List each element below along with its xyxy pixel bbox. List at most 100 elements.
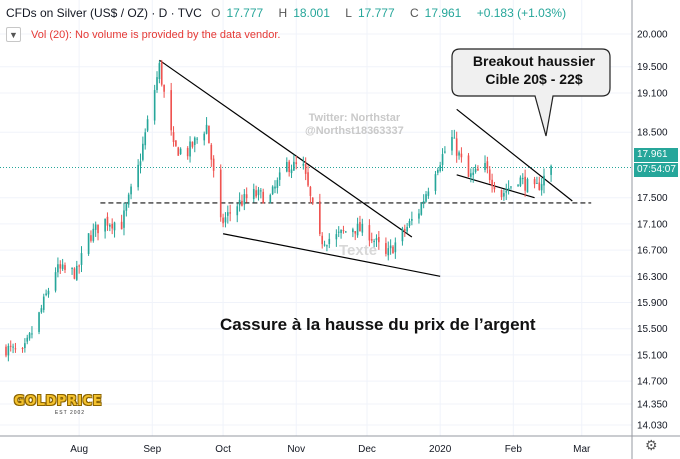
candle-body <box>507 187 510 190</box>
x-tick-label: Nov <box>287 444 305 455</box>
candle-body <box>120 221 123 230</box>
candle-body <box>467 155 470 177</box>
candle-body <box>104 218 106 232</box>
candle-body <box>163 84 165 92</box>
candle-body <box>241 200 243 206</box>
candle-body <box>90 235 92 241</box>
candle-body <box>170 90 173 131</box>
candle-body <box>236 206 239 216</box>
candle-body <box>26 337 29 342</box>
candle-body <box>536 182 538 184</box>
candle-body <box>57 264 59 273</box>
candle-body <box>153 90 156 121</box>
low-value: 17.777 <box>357 6 395 20</box>
candle-body <box>517 184 519 186</box>
candle-body <box>526 179 529 193</box>
candle-body <box>524 176 526 191</box>
candle-body <box>139 161 142 166</box>
x-tick-label: Mar <box>573 444 591 455</box>
symbol-title[interactable]: CFDs on Silver (US$ / OZ) · D · TVC <box>6 6 202 20</box>
candle-body <box>370 239 373 241</box>
volume-notice-text: Vol (20): No volume is provided by the d… <box>31 28 281 41</box>
candle-body <box>387 248 390 256</box>
candle-body <box>205 124 208 134</box>
callout-box <box>451 48 611 137</box>
candle-body <box>411 218 413 221</box>
candle-body <box>311 197 314 203</box>
logo-name: GOLDPRICE <box>14 394 103 409</box>
candle-body <box>28 333 31 339</box>
y-tick-label: 14.030 <box>637 420 668 431</box>
y-tick-label: 15.100 <box>637 350 668 361</box>
candle-body <box>97 224 99 234</box>
candle-body <box>326 245 328 247</box>
candle-body <box>533 179 536 185</box>
candle-body <box>375 238 378 241</box>
chevron-down-icon[interactable]: ▼ <box>6 27 21 42</box>
candle-body <box>328 238 331 245</box>
candle-body <box>420 203 423 215</box>
open-label: O <box>211 6 221 20</box>
candle-body <box>401 228 404 242</box>
y-tick-label: 15.900 <box>637 298 668 309</box>
candle-body <box>262 191 265 204</box>
texte-label: Texte <box>339 242 378 259</box>
candle-body <box>340 229 342 233</box>
candle-body <box>392 246 394 254</box>
candle-body <box>302 163 305 166</box>
candle-body <box>406 226 408 232</box>
candle-body <box>323 244 326 246</box>
candle-body <box>460 153 463 158</box>
candle-body <box>54 272 57 291</box>
candle-body <box>59 264 62 269</box>
logo-est: EST 2002 <box>54 410 86 416</box>
candle-body <box>342 230 345 232</box>
candle-body <box>368 225 371 241</box>
candle-body <box>474 168 477 172</box>
candle-body <box>361 223 364 233</box>
candle-body <box>61 264 64 269</box>
candle-body <box>352 229 354 233</box>
high-value: 18.001 <box>293 6 330 20</box>
twitter-watermark: Twitter: Northstar @Northst18363337 <box>305 112 404 138</box>
candle-body <box>477 168 479 171</box>
candle-body <box>293 161 295 171</box>
low-label: L <box>345 6 352 20</box>
candle-body <box>252 189 255 200</box>
candle-body <box>127 194 130 205</box>
candle-body <box>453 137 456 139</box>
candle-body <box>434 174 437 191</box>
candle-body <box>290 169 293 174</box>
candle-body <box>455 138 458 156</box>
candle-body <box>40 308 43 313</box>
candle-body <box>458 152 460 156</box>
candle-body <box>238 199 241 206</box>
candle-body <box>472 172 475 176</box>
callout-text: Breakout haussier Cible 20$ - 22$ <box>455 52 613 88</box>
candle-body <box>45 293 47 295</box>
candle-body <box>78 265 80 267</box>
candle-body <box>394 242 397 253</box>
candle-body <box>5 346 7 356</box>
candle-body <box>278 172 281 180</box>
gear-icon[interactable]: ⚙ <box>645 437 658 453</box>
candle-body <box>179 148 182 154</box>
candle-body <box>123 210 125 228</box>
candle-body <box>427 191 430 196</box>
candle-body <box>219 169 222 218</box>
candle-body <box>444 151 446 153</box>
candle-body <box>276 180 279 188</box>
y-tick-label: 19.100 <box>637 88 668 99</box>
candle-body <box>9 345 12 347</box>
candle-body <box>354 231 357 234</box>
trendlines <box>0 59 632 277</box>
candle-body <box>21 348 24 350</box>
candle-body <box>14 348 17 350</box>
candle-body <box>177 147 180 156</box>
candle-body <box>484 163 486 170</box>
candle-body <box>337 231 340 233</box>
candle-body <box>80 253 83 265</box>
y-tick-label: 17.500 <box>637 193 668 204</box>
candle-body <box>158 63 161 79</box>
